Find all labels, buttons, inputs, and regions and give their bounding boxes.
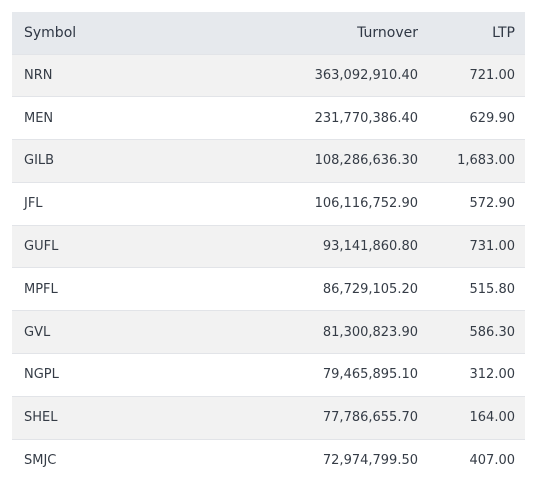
cell-turnover: 93,141,860.80	[322, 239, 418, 255]
cell-ltp: 312.00	[469, 367, 516, 383]
table-row[interactable]: JFL 106,116,752.90 572.90	[12, 182, 525, 226]
cell-turnover: 72,974,799.50	[322, 453, 418, 469]
cell-ltp: 407.00	[469, 453, 516, 469]
cell-symbol: NRN	[24, 67, 53, 83]
table-row[interactable]: SMJC 72,974,799.50 407.00	[12, 439, 525, 482]
turnover-table: Symbol Turnover LTP NRN 363,092,910.40 7…	[12, 12, 525, 482]
table-row[interactable]: MEN 231,770,386.40 629.90	[12, 96, 525, 140]
cell-symbol: MPFL	[24, 281, 58, 297]
table-row[interactable]: NGPL 79,465,895.10 312.00	[12, 353, 525, 397]
cell-symbol: NGPL	[24, 367, 59, 383]
cell-symbol: GVL	[24, 324, 51, 340]
cell-ltp: 515.80	[469, 281, 516, 297]
cell-symbol: MEN	[24, 110, 54, 126]
table-row[interactable]: SHEL 77,786,655.70 164.00	[12, 396, 525, 440]
table-row[interactable]: MPFL 86,729,105.20 515.80	[12, 267, 525, 311]
cell-symbol: GUFL	[24, 239, 59, 255]
cell-turnover: 231,770,386.40	[314, 110, 418, 126]
header-ltp[interactable]: LTP	[492, 24, 515, 41]
header-symbol[interactable]: Symbol	[24, 24, 77, 41]
table-body: NRN 363,092,910.40 721.00 MEN 231,770,38…	[12, 54, 525, 482]
cell-ltp: 572.90	[469, 196, 516, 212]
table-row[interactable]: GVL 81,300,823.90 586.30	[12, 310, 525, 354]
cell-turnover: 108,286,636.30	[314, 153, 418, 169]
cell-ltp: 731.00	[469, 239, 516, 255]
cell-ltp: 586.30	[469, 324, 516, 340]
cell-ltp: 164.00	[469, 410, 516, 426]
cell-turnover: 106,116,752.90	[314, 196, 418, 212]
cell-turnover: 77,786,655.70	[322, 410, 418, 426]
cell-turnover: 86,729,105.20	[322, 281, 418, 297]
cell-ltp: 1,683.00	[457, 153, 515, 169]
turnover-table-container: Symbol Turnover LTP NRN 363,092,910.40 7…	[12, 12, 525, 482]
cell-ltp: 721.00	[469, 67, 516, 83]
cell-ltp: 629.90	[469, 110, 516, 126]
cell-symbol: SHEL	[24, 410, 58, 426]
cell-turnover: 81,300,823.90	[322, 324, 418, 340]
table-row[interactable]: NRN 363,092,910.40 721.00	[12, 54, 525, 97]
cell-symbol: SMJC	[24, 453, 57, 469]
table-row[interactable]: GUFL 93,141,860.80 731.00	[12, 225, 525, 268]
table-row[interactable]: GILB 108,286,636.30 1,683.00	[12, 139, 525, 183]
table-header: Symbol Turnover LTP	[12, 12, 525, 54]
header-turnover[interactable]: Turnover	[357, 24, 418, 41]
cell-symbol: GILB	[24, 153, 55, 169]
cell-symbol: JFL	[24, 196, 43, 212]
header-row: Symbol Turnover LTP	[12, 12, 525, 54]
cell-turnover: 79,465,895.10	[322, 367, 418, 383]
cell-turnover: 363,092,910.40	[314, 67, 418, 83]
